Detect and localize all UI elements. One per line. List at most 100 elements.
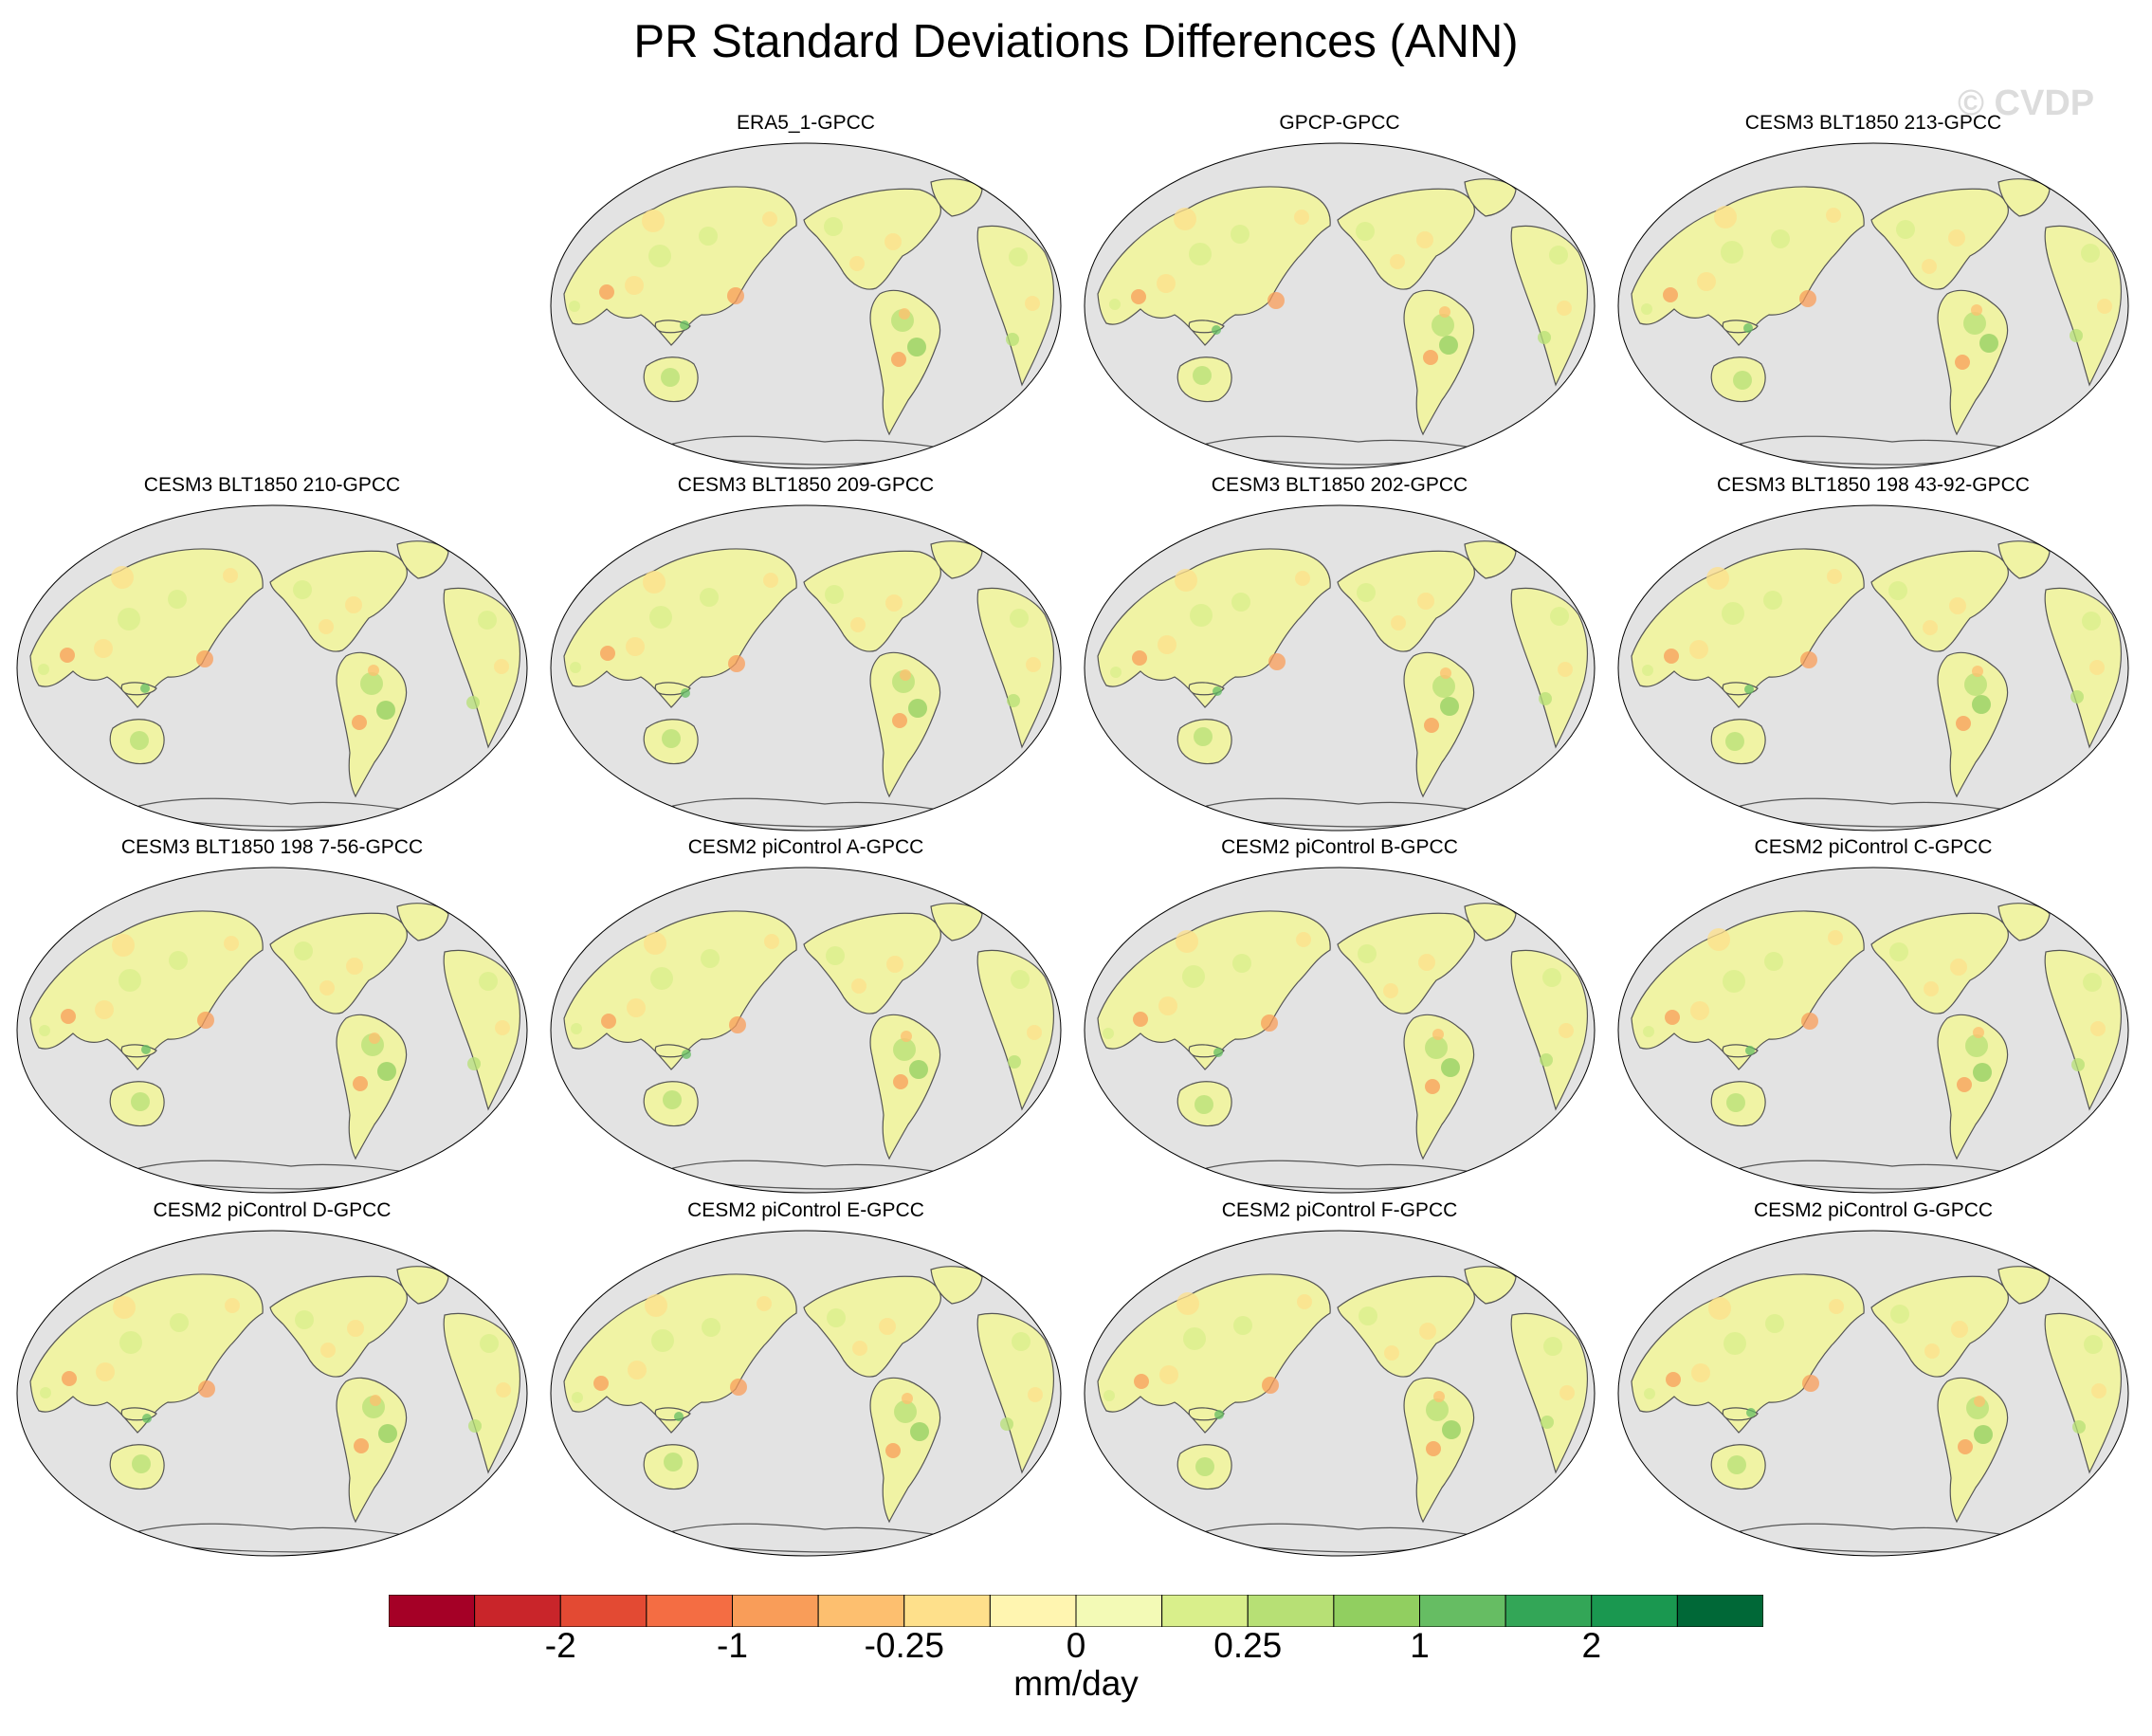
land-northamerica [1870, 188, 2009, 290]
anomaly-patch [1745, 1046, 1755, 1055]
land-europe-africa [443, 587, 520, 749]
world-map [1617, 867, 2129, 1194]
anomaly-patch [1691, 1363, 1710, 1382]
map-border [1084, 142, 1596, 469]
anomaly-patch [909, 1060, 928, 1079]
anomaly-patch [468, 1419, 482, 1433]
anomaly-patch [661, 368, 680, 387]
anomaly-patch [1888, 581, 1907, 600]
anomaly-patch [1664, 649, 1679, 664]
colorbar-tick-label: 0.25 [1213, 1626, 1283, 1665]
anomaly-patch [467, 1057, 481, 1070]
anomaly-patch [319, 980, 335, 996]
anomaly-patch [1550, 607, 1569, 626]
land-greenland [1997, 178, 2051, 217]
anomaly-patch [2071, 1058, 2085, 1071]
anomaly-patch [1802, 1375, 1819, 1392]
anomaly-patch [885, 594, 903, 612]
anomaly-patch [849, 256, 865, 271]
anomaly-patch [879, 1318, 896, 1335]
anomaly-patch [1965, 1034, 1988, 1057]
anomaly-patch [2089, 660, 2105, 675]
anomaly-patch [1538, 331, 1551, 344]
colorbar-swatch [1505, 1595, 1593, 1627]
land-northamerica [1337, 550, 1475, 652]
anomaly-patch [1549, 246, 1568, 265]
watermark: © CVDP [1958, 83, 2095, 123]
panel-title: CESM2 piControl E-GPCC [687, 1199, 924, 1221]
map-border [16, 867, 528, 1194]
anomaly-patch [1440, 667, 1451, 679]
anomaly-patch [480, 1334, 499, 1353]
anomaly-patch [674, 1412, 684, 1421]
land-southamerica [336, 1014, 408, 1160]
map-border [1617, 504, 2129, 831]
anomaly-patch [494, 659, 509, 674]
world-map [550, 142, 1062, 469]
anomaly-patch [663, 1090, 682, 1109]
land-southamerica [1937, 651, 2009, 798]
map-panel: CESM2 piControl D-GPCC [7, 1199, 538, 1569]
anomaly-patch [1972, 695, 1991, 714]
anomaly-patch [1027, 1025, 1042, 1040]
land-northamerica [1337, 912, 1475, 1014]
land-southamerica [869, 1377, 941, 1524]
anomaly-patch [699, 227, 718, 246]
anomaly-patch [891, 352, 906, 367]
anomaly-patch [1559, 1023, 1574, 1038]
anomaly-patch [1896, 220, 1915, 239]
anomaly-patch [894, 1400, 917, 1423]
anomaly-patch [370, 1395, 381, 1406]
panel-title: CESM2 piControl D-GPCC [153, 1199, 392, 1221]
anomaly-patch [1295, 571, 1310, 586]
colorbar-units: mm/day [1013, 1664, 1139, 1703]
world-map [1084, 867, 1596, 1194]
anomaly-patch [1950, 959, 1967, 976]
anomaly-patch [757, 1296, 772, 1311]
map-panel: CESM3 BLT1850 210-GPCC [7, 474, 538, 844]
land-greenland [1997, 540, 2051, 579]
land-northamerica [1870, 550, 2009, 652]
anomaly-patch [1923, 620, 1938, 635]
anomaly-patch [1442, 1420, 1461, 1439]
anomaly-patch [1799, 290, 1816, 307]
anomaly-patch [702, 1318, 720, 1337]
anomaly-patch [1424, 718, 1439, 733]
anomaly-patch [1182, 965, 1205, 988]
anomaly-patch [131, 1092, 150, 1111]
anomaly-patch [1432, 314, 1454, 337]
anomaly-patch [1212, 325, 1221, 335]
anomaly-patch [466, 696, 480, 709]
anomaly-patch [1764, 952, 1783, 971]
anomaly-patch [111, 566, 134, 589]
map-border [1617, 142, 2129, 469]
panel-title: ERA5_1-GPCC [737, 112, 875, 134]
anomaly-patch [1949, 597, 1966, 614]
anomaly-patch [1643, 1026, 1654, 1037]
anomaly-patch [1213, 1048, 1223, 1057]
anomaly-patch [1558, 662, 1573, 677]
anomaly-patch [1189, 243, 1212, 265]
world-map [1084, 142, 1596, 469]
panel-title: CESM3 BLT1850 198 43-92-GPCC [1717, 474, 2030, 496]
anomaly-patch [1708, 1297, 1731, 1320]
anomaly-patch [1697, 272, 1716, 291]
anomaly-patch [1174, 208, 1196, 230]
anomaly-patch [1707, 928, 1730, 951]
land-northamerica [803, 550, 941, 652]
anomaly-patch [1543, 1337, 1562, 1356]
anomaly-patch [1132, 650, 1147, 666]
anomaly-patch [1644, 1388, 1655, 1399]
anomaly-patch [1541, 1416, 1554, 1429]
anomaly-patch [1011, 970, 1030, 989]
anomaly-patch [701, 949, 720, 968]
anomaly-patch [1159, 1365, 1178, 1384]
anomaly-patch [1425, 1079, 1440, 1094]
panel-title: CESM2 piControl A-GPCC [687, 836, 924, 858]
anomaly-patch [827, 1308, 846, 1327]
anomaly-patch [901, 1031, 912, 1042]
anomaly-patch [885, 233, 902, 250]
panel-title: CESM2 piControl C-GPCC [1754, 836, 1993, 858]
anomaly-patch [1007, 694, 1020, 707]
map-panel: ERA5_1-GPCC [540, 112, 1071, 482]
